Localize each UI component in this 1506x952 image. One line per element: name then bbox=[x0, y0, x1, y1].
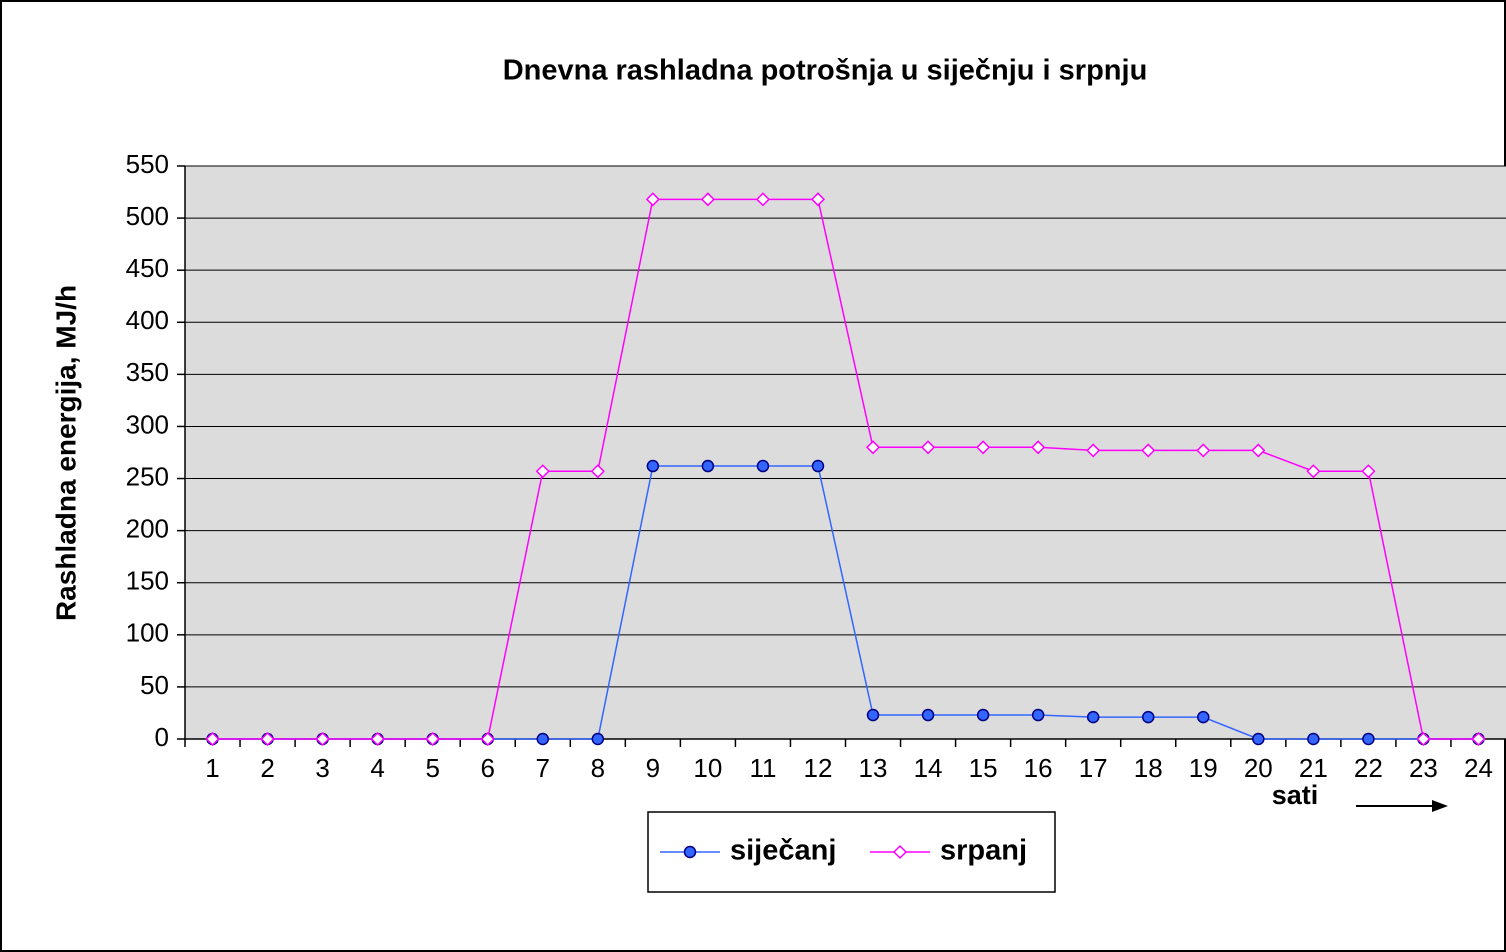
plot-area bbox=[185, 166, 1506, 739]
point bbox=[645, 192, 660, 207]
x-tick-label: 22 bbox=[1354, 753, 1383, 783]
x-tick-label: 5 bbox=[425, 753, 439, 783]
point bbox=[921, 440, 936, 455]
point bbox=[370, 731, 385, 747]
y-tick-label: 450 bbox=[126, 253, 169, 283]
point bbox=[480, 731, 495, 747]
point bbox=[425, 731, 440, 747]
point bbox=[1416, 731, 1431, 747]
point bbox=[921, 708, 935, 722]
y-axis-label: Rashladna energija, MJ/h bbox=[50, 285, 81, 621]
x-tick-label: 4 bbox=[370, 753, 384, 783]
x-tick-label: 9 bbox=[646, 753, 660, 783]
point bbox=[205, 731, 220, 747]
x-tick-label: 19 bbox=[1189, 753, 1218, 783]
y-tick-label: 550 bbox=[126, 149, 169, 179]
chart-title: Dnevna rashladna potrošnja u siječnju i … bbox=[503, 55, 1148, 87]
point bbox=[315, 731, 330, 747]
point bbox=[1086, 710, 1100, 724]
x-tick-label: 20 bbox=[1244, 753, 1273, 783]
point bbox=[976, 440, 991, 455]
point bbox=[810, 192, 826, 207]
x-tick-label: 16 bbox=[1024, 753, 1053, 783]
x-tick-label: 15 bbox=[969, 753, 998, 783]
point bbox=[976, 708, 990, 722]
x-axis-label: sati bbox=[1272, 780, 1319, 810]
series-line bbox=[212, 198, 1479, 740]
point bbox=[260, 731, 275, 747]
x-tick-label: 8 bbox=[591, 753, 605, 783]
point bbox=[1196, 443, 1211, 458]
point bbox=[700, 192, 715, 207]
point bbox=[1197, 710, 1210, 724]
point bbox=[811, 459, 825, 473]
x-tick-label: 6 bbox=[480, 753, 494, 783]
point bbox=[1251, 443, 1266, 458]
x-tick-label: 13 bbox=[859, 753, 888, 783]
y-tick-label: 250 bbox=[126, 461, 169, 491]
y-tick-label: 100 bbox=[126, 618, 169, 648]
x-tick-label: 12 bbox=[804, 753, 833, 783]
point bbox=[535, 464, 550, 479]
y-tick-label: 300 bbox=[126, 409, 169, 439]
arrow-head bbox=[1432, 800, 1448, 812]
y-tick-label: 200 bbox=[126, 514, 169, 544]
point bbox=[1031, 440, 1046, 455]
x-tick-label: 7 bbox=[536, 753, 550, 783]
x-tick-label: 10 bbox=[693, 753, 722, 783]
x-tick-label: 21 bbox=[1299, 753, 1328, 783]
x-tick-label: 24 bbox=[1464, 753, 1493, 783]
point bbox=[1141, 710, 1155, 724]
point bbox=[1141, 443, 1156, 458]
y-tick-label: 0 bbox=[155, 722, 169, 752]
point bbox=[646, 459, 660, 473]
y-tick-label: 350 bbox=[126, 357, 169, 387]
point bbox=[1362, 732, 1375, 746]
x-tick-label: 11 bbox=[749, 753, 776, 783]
x-tick-label: 18 bbox=[1134, 753, 1163, 783]
point bbox=[1031, 708, 1045, 722]
point bbox=[1306, 464, 1321, 479]
legend-label: siječanj bbox=[730, 835, 836, 867]
point bbox=[536, 732, 550, 746]
point bbox=[1086, 443, 1101, 458]
point bbox=[755, 192, 770, 207]
y-tick-label: 150 bbox=[126, 566, 169, 596]
point bbox=[866, 708, 880, 722]
point bbox=[590, 464, 605, 479]
y-tick-label: 500 bbox=[126, 201, 169, 231]
point bbox=[1252, 732, 1265, 746]
point bbox=[1361, 464, 1376, 479]
point bbox=[892, 844, 908, 860]
point bbox=[701, 459, 715, 473]
x-tick-label: 23 bbox=[1409, 753, 1438, 783]
point bbox=[591, 732, 605, 746]
y-tick-label: 400 bbox=[126, 305, 169, 335]
point bbox=[865, 440, 881, 455]
point bbox=[1307, 732, 1320, 746]
y-tick-label: 50 bbox=[140, 670, 169, 700]
x-tick-label: 14 bbox=[914, 753, 943, 783]
x-tick-label: 1 bbox=[205, 753, 219, 783]
point bbox=[756, 459, 770, 473]
point bbox=[1471, 731, 1486, 747]
x-tick-label: 17 bbox=[1079, 753, 1108, 783]
x-tick-label: 3 bbox=[315, 753, 329, 783]
point bbox=[683, 845, 697, 859]
x-tick-label: 2 bbox=[260, 753, 274, 783]
legend-label: srpanj bbox=[940, 835, 1027, 867]
